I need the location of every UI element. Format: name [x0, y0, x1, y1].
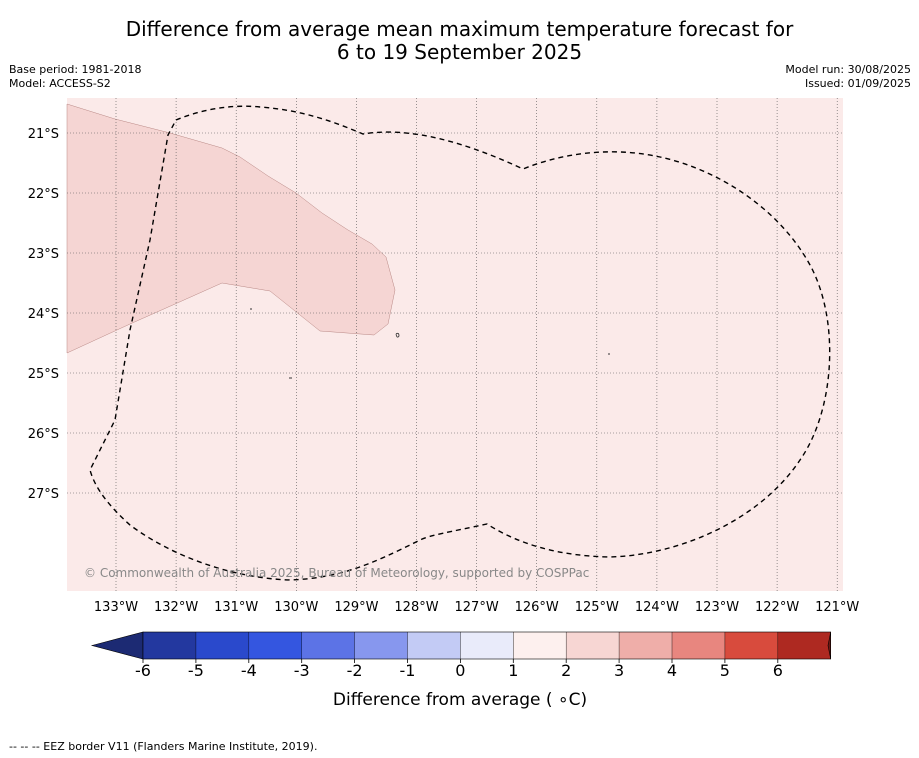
colorbar-segment: [672, 632, 726, 659]
colorbar-tick-label: 4: [667, 661, 677, 680]
longitude-label: 124°W: [635, 600, 679, 615]
longitude-label: 132°W: [154, 600, 198, 615]
longitude-label: 130°W: [274, 600, 318, 615]
eez-border: [89, 105, 831, 581]
colorbar-segment: [619, 632, 673, 659]
colorbar-tick-label: 5: [720, 661, 730, 680]
longitude-label: 125°W: [575, 600, 619, 615]
longitude-label: 123°W: [695, 600, 739, 615]
base-period: Base period: 1981-2018: [9, 63, 142, 76]
latitude-label: 26°S: [28, 427, 59, 442]
meta-left: Base period: 1981-2018 Model: ACCESS-S2: [9, 63, 141, 91]
colorbar-tick-label: 6: [773, 661, 783, 680]
longitude-label: 127°W: [455, 600, 499, 615]
longitude-label: 133°W: [94, 600, 138, 615]
colorbar-tick-label: -6: [135, 661, 151, 680]
latitude-label: 24°S: [28, 307, 59, 322]
title-line-1: Difference from average mean maximum tem…: [125, 17, 794, 41]
longitude-labels: 133°W 132°W 131°W 130°W 129°W 128°W 127°W 126°W…: [94, 600, 860, 615]
colorbar-segment: [354, 632, 408, 659]
colorbar-segment: [248, 632, 302, 659]
colorbar-tick-label: -3: [294, 661, 310, 680]
longitude-label: 126°W: [515, 600, 559, 615]
copyright-notice: © Commonwealth of Australia 2025, Bureau…: [84, 566, 589, 580]
longitude-label: 129°W: [334, 600, 378, 615]
colorbar-segment: [407, 632, 461, 659]
longitude-label: 131°W: [214, 600, 258, 615]
latitude-label: 23°S: [28, 247, 59, 262]
latitude-label: 27°S: [28, 487, 59, 502]
meta-right: Model run: 30/08/2025 Issued: 01/09/2025: [785, 63, 911, 91]
colorbar-outline: [142, 631, 832, 660]
longitude-label: 128°W: [394, 600, 438, 615]
longitude-label: 121°W: [815, 600, 859, 615]
graticule: [67, 98, 843, 591]
colorbar-extend-low: [90, 631, 144, 660]
latitude-label: 25°S: [28, 367, 59, 382]
colorbar-segment: [143, 632, 197, 659]
colorbar-segment: [777, 632, 831, 659]
colorbar: [90, 631, 832, 660]
colorbar-tick-label: 3: [614, 661, 624, 680]
colorbar-segment: [195, 632, 250, 659]
colorbar-segment: [513, 632, 567, 659]
colorbar-tick-label: 0: [455, 661, 465, 680]
colorbar-tick-label: -1: [400, 661, 416, 680]
model-run: Model run: 30/08/2025: [785, 63, 911, 76]
colorbar-tick-label: -2: [347, 661, 363, 680]
map-title: Difference from average mean maximum tem…: [0, 18, 919, 64]
colorbar-label: Difference from average ( ∘C): [333, 690, 587, 710]
latitude-labels: 21°S 22°S 23°S 24°S 25°S 26°S 27°S: [28, 127, 59, 502]
latitude-label: 21°S: [28, 127, 59, 142]
title-line-2: 6 to 19 September 2025: [336, 40, 583, 64]
colorbar-tick-label: 2: [561, 661, 571, 680]
colorbar-segment: [724, 632, 779, 659]
latitude-label: 22°S: [28, 187, 59, 202]
colorbar-segment: [566, 632, 620, 659]
colorbar-tick-label: -4: [241, 661, 257, 680]
colorbar-tick-labels: -6 -5 -4 -3 -2 -1 0 1 2 3 4 5 6: [135, 659, 783, 680]
longitude-label: 122°W: [755, 600, 799, 615]
island-marker: [395, 332, 400, 338]
model-name: Model: ACCESS-S2: [9, 77, 111, 90]
colorbar-segment: [301, 632, 355, 659]
eez-legend: -- -- -- EEZ border V11 (Flanders Marine…: [9, 740, 318, 753]
colorbar-tick-label: -5: [188, 661, 204, 680]
issued-date: Issued: 01/09/2025: [804, 77, 911, 90]
anomaly-region: [66, 103, 396, 354]
colorbar-tick-label: 1: [508, 661, 518, 680]
colorbar-segment: [460, 632, 514, 659]
